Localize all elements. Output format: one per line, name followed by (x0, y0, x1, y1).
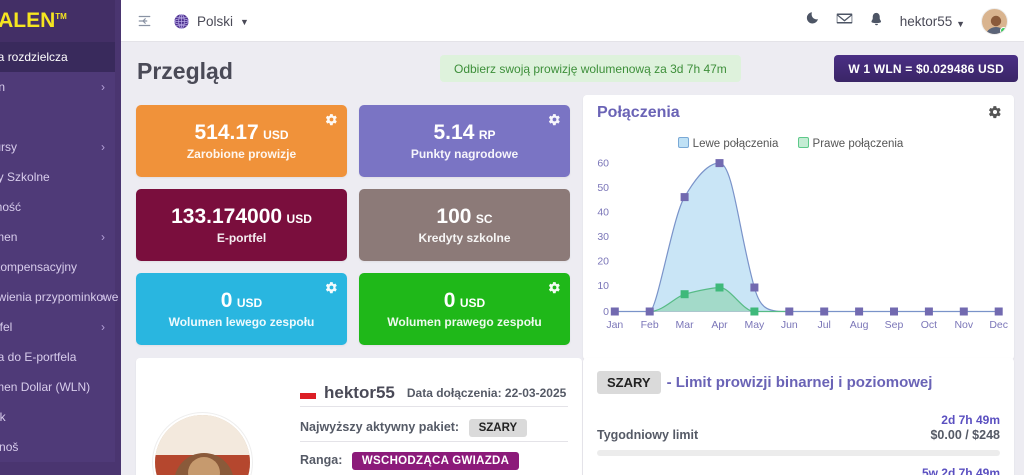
svg-text:Nov: Nov (954, 319, 973, 331)
svg-text:0: 0 (603, 306, 609, 318)
svg-text:Mar: Mar (676, 319, 695, 331)
svg-text:60: 60 (597, 158, 609, 170)
svg-text:Aug: Aug (850, 319, 869, 331)
svg-text:40: 40 (597, 207, 609, 219)
svg-text:Sep: Sep (885, 319, 904, 331)
svg-text:30: 30 (597, 231, 609, 243)
svg-text:Oct: Oct (921, 319, 937, 331)
svg-text:20: 20 (597, 256, 609, 268)
svg-text:Feb: Feb (641, 319, 659, 331)
svg-text:May: May (744, 319, 765, 331)
svg-text:Jun: Jun (781, 319, 798, 331)
svg-text:10: 10 (597, 280, 609, 292)
svg-text:Apr: Apr (711, 319, 728, 331)
svg-text:Dec: Dec (989, 319, 1008, 331)
svg-text:Jan: Jan (606, 319, 623, 331)
svg-text:Jul: Jul (817, 319, 830, 331)
svg-text:50: 50 (597, 182, 609, 194)
